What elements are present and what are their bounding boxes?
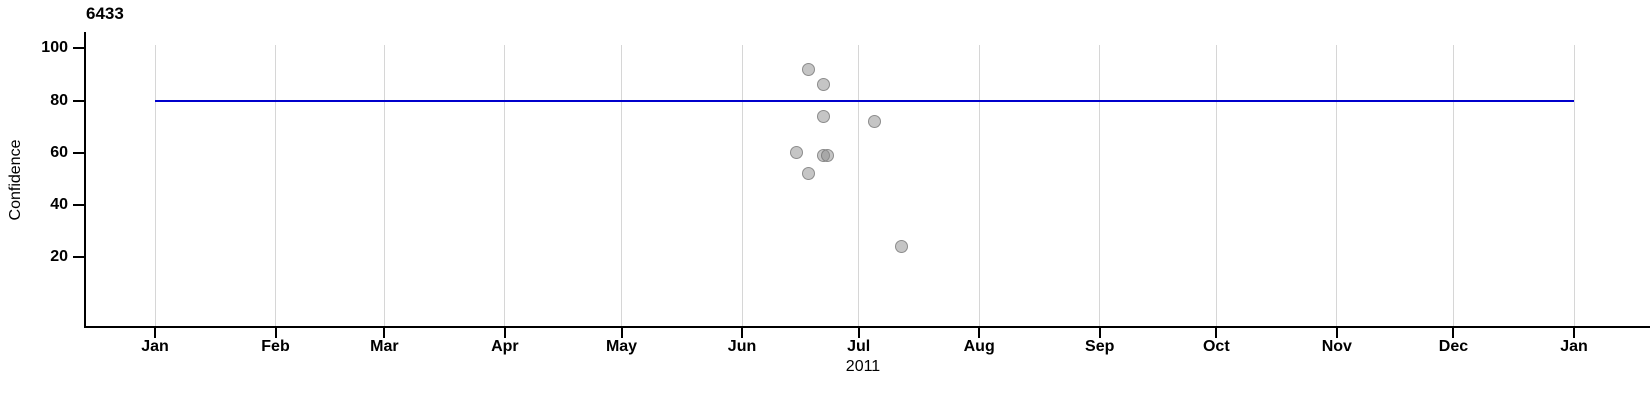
x-tick-label: Sep (1085, 338, 1115, 355)
x-tick-label: Nov (1321, 338, 1352, 355)
x-axis-tick (857, 328, 860, 338)
y-axis-label: Confidence (7, 139, 24, 221)
y-axis-tick (73, 47, 84, 50)
month-gridline (978, 45, 980, 326)
x-axis-line (84, 326, 1650, 328)
y-tick-label: 60 (50, 143, 68, 161)
x-axis-tick (741, 328, 744, 338)
data-point (801, 62, 815, 76)
month-gridline (1452, 45, 1454, 326)
x-tick-label: Mar (370, 338, 399, 355)
month-gridline (154, 45, 156, 326)
x-tick-label: Apr (491, 338, 519, 355)
data-point (801, 167, 815, 181)
x-axis-tick (1098, 328, 1101, 338)
x-tick-label: Oct (1202, 338, 1230, 355)
y-axis-tick (73, 256, 84, 259)
x-axis-tick (1452, 328, 1455, 338)
month-gridline (621, 45, 623, 326)
y-axis-tick (73, 204, 84, 207)
x-tick-label: Aug (963, 338, 995, 355)
y-tick-label: 40 (50, 196, 68, 214)
data-point (817, 109, 831, 123)
data-point (789, 146, 803, 160)
x-tick-label: Jan (1560, 338, 1588, 355)
x-axis-tick (274, 328, 277, 338)
reference-line (155, 99, 1574, 102)
x-axis-label: 2011 (845, 358, 881, 375)
data-point (894, 240, 908, 254)
x-tick-label: Jun (727, 338, 757, 355)
x-tick-label: Jul (847, 338, 871, 355)
x-axis-tick (1335, 328, 1338, 338)
month-gridline (1336, 45, 1338, 326)
x-axis-tick (1573, 328, 1575, 338)
y-tick-label: 100 (41, 39, 68, 57)
x-axis-tick (503, 328, 506, 338)
month-gridline (1573, 45, 1575, 326)
month-gridline (741, 45, 743, 326)
month-gridline (1099, 45, 1101, 326)
chart-title: 6433 (86, 4, 124, 23)
x-tick-label: Dec (1438, 338, 1469, 355)
x-axis-tick (154, 328, 156, 338)
month-gridline (383, 45, 385, 326)
x-tick-label: May (605, 338, 638, 355)
x-tick-label: Feb (261, 338, 290, 355)
data-point (867, 114, 881, 128)
data-point (821, 148, 835, 162)
x-axis-tick (620, 328, 623, 338)
y-axis-tick (73, 151, 84, 154)
y-axis-tick (73, 99, 84, 102)
month-gridline (504, 45, 506, 326)
y-tick-label: 80 (50, 91, 68, 109)
y-tick-label: 20 (50, 248, 68, 266)
x-axis-tick (1215, 328, 1218, 338)
y-axis-line (84, 32, 86, 327)
x-tick-label: Jan (141, 338, 169, 355)
month-gridline (275, 45, 277, 326)
data-point (817, 78, 831, 92)
x-axis-tick (978, 328, 981, 338)
month-gridline (858, 45, 860, 326)
x-axis-tick (383, 328, 386, 338)
month-gridline (1215, 45, 1217, 326)
